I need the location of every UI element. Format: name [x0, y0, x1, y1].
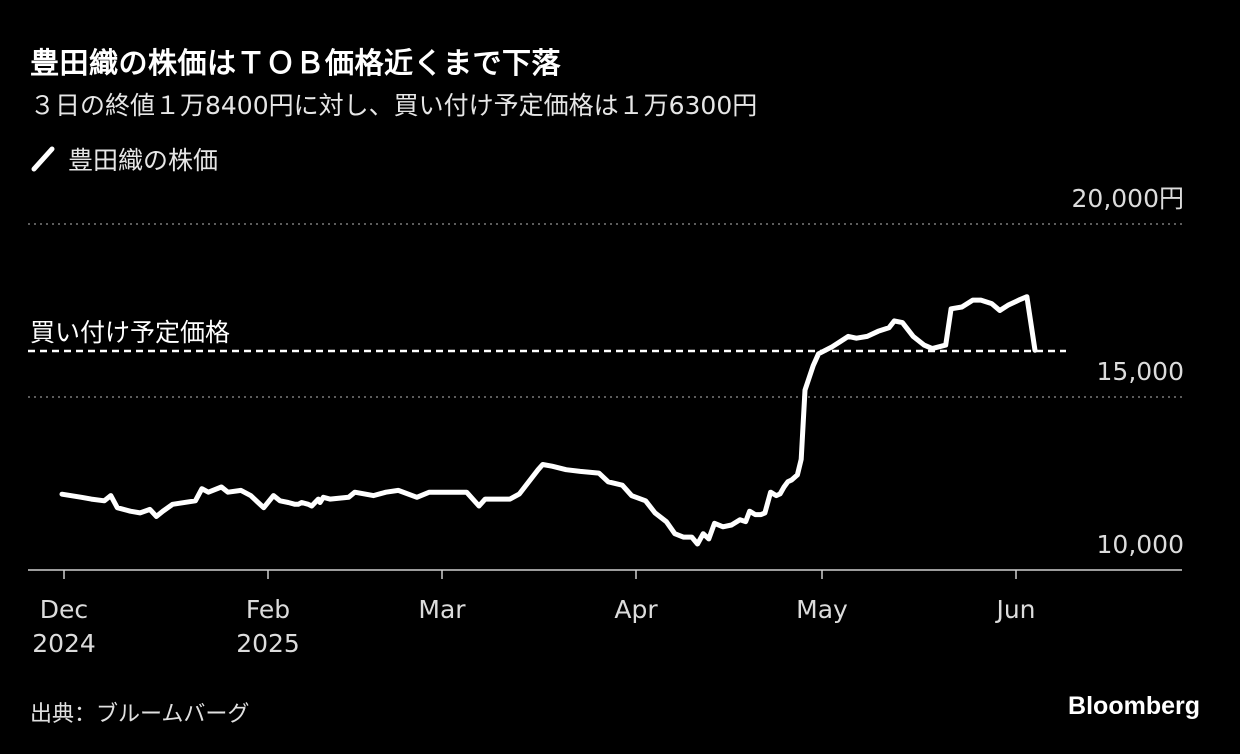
legend: 豊田織の株価	[30, 142, 218, 176]
legend-label: 豊田織の株価	[68, 146, 219, 175]
x-tick-label: Feb	[246, 595, 290, 624]
reference-line-label: 買い付け予定価格	[30, 318, 230, 347]
y-tick-label: 10,000	[1097, 530, 1184, 559]
x-tick-label: Mar	[418, 595, 466, 624]
line-chart: 10,000 15,000 20,000円 Dec 2024 Feb 2025 Mar Apr M…	[28, 184, 1184, 658]
source-note: 出典：ブルームバーグ	[30, 702, 250, 727]
x-tick-label: May	[796, 595, 848, 624]
x-tick-year-label: 2025	[236, 629, 300, 658]
series-line	[59, 294, 1038, 547]
x-tick-label: Jun	[994, 595, 1035, 624]
y-tick-label: 15,000	[1097, 357, 1184, 386]
chart-subtitle: ３日の終値１万8400円に対し、買い付け予定価格は１万6300円	[30, 91, 758, 120]
x-tick-label: Apr	[614, 595, 658, 624]
chart-title: 豊田織の株価はＴＯＢ価格近くまで下落	[30, 46, 562, 80]
x-tick-label: Dec	[40, 595, 88, 624]
legend-line-swatch-icon	[31, 146, 55, 172]
x-tick-year-label: 2024	[32, 629, 96, 658]
brand-logo: Bloomberg	[1068, 692, 1200, 720]
y-tick-label: 20,000円	[1072, 184, 1184, 213]
